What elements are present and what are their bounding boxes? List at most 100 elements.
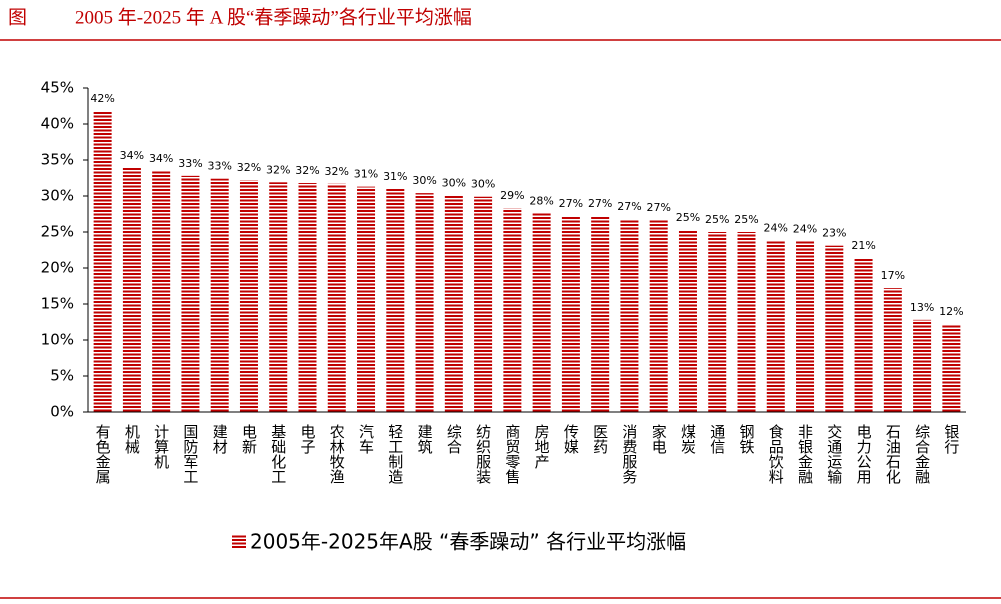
x-tick-label: 房地产 <box>533 424 551 469</box>
data-label: 33% <box>207 160 231 173</box>
y-tick-label: 40% <box>41 115 74 133</box>
x-tick-label: 国防军工 <box>181 424 199 484</box>
data-label: 30% <box>442 176 466 189</box>
bar <box>239 180 258 412</box>
data-label: 33% <box>178 157 202 170</box>
bar <box>152 170 171 412</box>
bar <box>210 178 229 412</box>
data-label: 21% <box>851 239 875 252</box>
data-label: 32% <box>266 163 290 176</box>
data-label: 28% <box>529 194 553 207</box>
y-tick-label: 15% <box>41 295 74 313</box>
x-tick-label: 电子 <box>299 424 317 454</box>
data-label: 30% <box>471 178 495 191</box>
x-tick-label: 综合金融 <box>913 424 931 484</box>
y-tick-label: 35% <box>41 151 74 169</box>
bar <box>649 219 668 412</box>
header-label: 图 <box>8 7 27 28</box>
y-tick-label: 5% <box>50 367 74 385</box>
x-tick-label: 农林牧渔 <box>328 424 346 484</box>
bar <box>854 257 873 412</box>
x-tick-label: 基础化工 <box>269 424 287 484</box>
bar <box>561 216 580 412</box>
x-tick-label: 煤炭 <box>679 424 697 454</box>
data-label: 30% <box>412 174 436 187</box>
data-label: 23% <box>822 227 846 240</box>
bar <box>796 241 815 412</box>
data-label: 27% <box>588 197 612 210</box>
data-label: 24% <box>793 222 817 235</box>
data-label: 24% <box>764 222 788 235</box>
bar <box>122 167 141 412</box>
x-tick-label: 银行 <box>942 424 960 455</box>
data-label: 32% <box>295 164 319 177</box>
x-tick-label: 交通运输 <box>825 423 843 484</box>
bar <box>327 183 346 412</box>
x-tick-label: 非银金融 <box>796 424 814 484</box>
y-tick-label: 25% <box>41 223 74 241</box>
x-tick-label: 机械 <box>123 424 141 454</box>
header-title: 2005 年-2025 年 A 股“春季躁动”各行业平均涨幅 <box>75 6 472 28</box>
bar <box>737 232 756 412</box>
x-tick-label: 消费服务 <box>620 424 638 485</box>
data-label: 13% <box>910 301 934 314</box>
x-tick-label: 电力公用 <box>855 424 873 485</box>
data-label: 34% <box>120 149 144 162</box>
data-label: 42% <box>90 92 114 105</box>
data-label: 32% <box>325 165 349 178</box>
bar <box>474 196 493 412</box>
bar <box>298 183 317 412</box>
bar <box>503 208 522 412</box>
x-tick-label: 纺织服装 <box>474 424 492 484</box>
data-label: 29% <box>500 189 524 202</box>
data-label: 32% <box>237 161 261 174</box>
x-tick-label: 计算机 <box>152 424 170 470</box>
x-tick-label: 建筑 <box>416 424 434 455</box>
bar <box>357 186 376 412</box>
data-label: 31% <box>354 168 378 181</box>
data-label: 25% <box>705 213 729 226</box>
bar <box>591 216 610 412</box>
x-tick-label: 家电 <box>650 424 668 454</box>
bar <box>269 182 288 412</box>
data-label: 31% <box>383 170 407 183</box>
bar <box>678 229 697 412</box>
x-tick-label: 通信 <box>708 424 726 454</box>
x-tick-label: 建材 <box>211 424 229 454</box>
x-tick-label: 商贸零售 <box>503 424 521 484</box>
data-label: 27% <box>559 197 583 210</box>
bar <box>942 324 961 412</box>
bar <box>825 245 844 412</box>
bar <box>415 193 434 412</box>
bar <box>913 319 932 412</box>
y-tick-label: 10% <box>41 331 74 349</box>
bar <box>883 288 902 412</box>
bar <box>444 195 463 412</box>
data-label: 34% <box>149 152 173 165</box>
x-tick-label: 轻工制造 <box>386 424 404 485</box>
y-tick-label: 0% <box>50 403 74 421</box>
x-tick-label: 食品饮料 <box>767 424 785 484</box>
data-label: 17% <box>881 269 905 282</box>
legend-label: 2005年-2025年A股 “春季躁动” 各行业平均涨幅 <box>250 530 686 554</box>
data-label: 12% <box>939 305 963 318</box>
x-tick-label: 医药 <box>591 424 609 455</box>
x-tick-label: 钢铁 <box>738 424 756 454</box>
legend-swatch <box>232 535 246 549</box>
x-tick-label: 综合 <box>445 424 463 454</box>
x-tick-label: 传媒 <box>562 424 580 454</box>
y-tick-label: 20% <box>41 259 74 277</box>
y-tick-label: 30% <box>41 187 74 205</box>
bar <box>93 111 112 412</box>
x-tick-label: 石油石化 <box>884 424 902 484</box>
bar <box>386 188 405 412</box>
bar <box>708 232 727 412</box>
x-tick-label: 汽车 <box>357 424 375 454</box>
data-label: 25% <box>734 213 758 226</box>
bar <box>532 213 551 412</box>
y-tick-label: 45% <box>41 79 74 97</box>
data-label: 27% <box>646 201 670 214</box>
x-tick-label: 电新 <box>240 424 258 455</box>
